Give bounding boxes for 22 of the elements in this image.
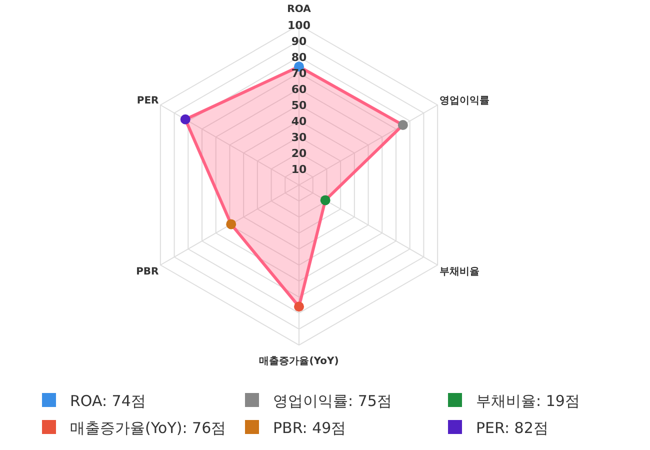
spoke-label: PER	[136, 95, 160, 106]
text: 영업이익률: 75점	[273, 392, 392, 410]
y-tick-label: 80	[291, 51, 307, 64]
y-tick-label: 50	[291, 99, 307, 112]
y-tick-label: 10	[291, 163, 307, 176]
spoke-label: 영업이익률	[439, 95, 490, 106]
text: PER: 82점	[476, 419, 548, 437]
spoke-label: PBR	[136, 266, 160, 278]
text: ROA: 74점	[70, 392, 146, 410]
spoke-label: 매출증가율(YoY)	[259, 356, 339, 368]
spoke-label: 부채비율	[439, 266, 480, 278]
y-tick-label: 30	[291, 131, 307, 144]
y-tick-label: 60	[291, 83, 307, 96]
text: PBR: 49점	[273, 419, 346, 437]
spoke-label: ROA	[287, 4, 312, 15]
text: 부채비율: 19점	[476, 392, 580, 410]
text: 매출증가율(YoY): 76점	[70, 419, 226, 437]
y-tick-label: 20	[291, 147, 307, 160]
y-tick-label: 90	[291, 35, 307, 48]
y-tick-label: 40	[291, 115, 307, 128]
y-tick-label: 100	[288, 19, 311, 32]
y-tick-label: 70	[291, 67, 307, 80]
